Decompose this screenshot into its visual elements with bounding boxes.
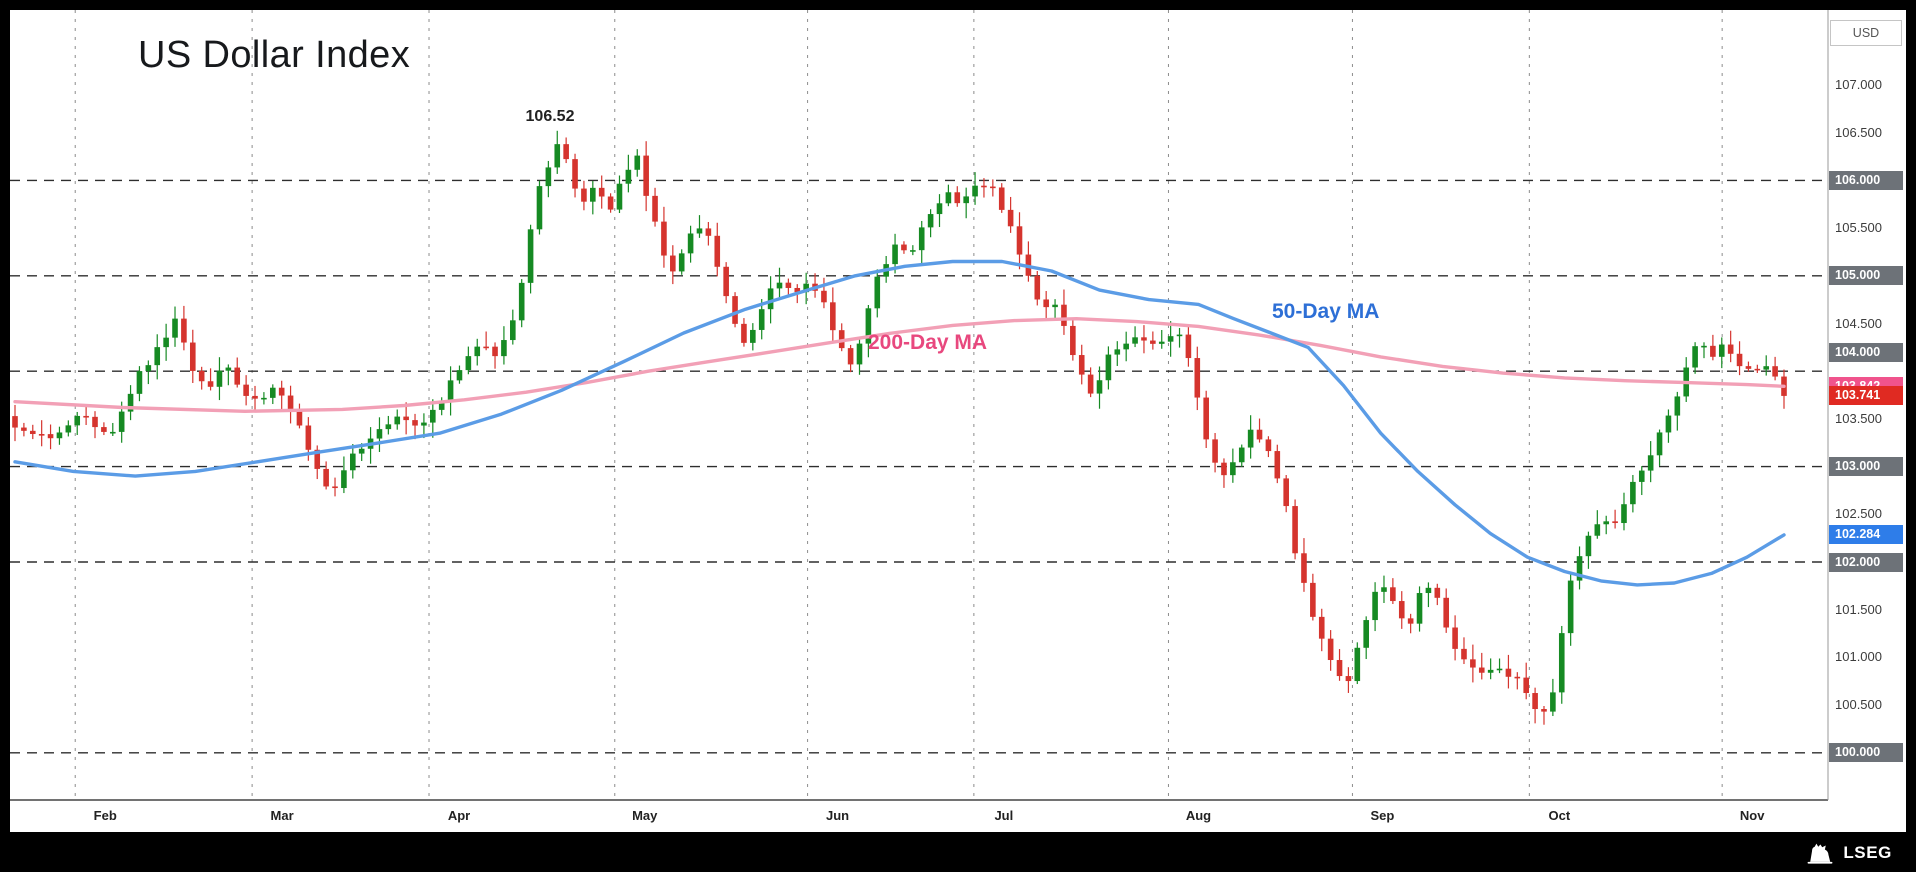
time-axis-label: Apr [447,808,471,823]
time-axis-label: Feb [93,808,117,823]
price-axis-label: 106.500 [1835,124,1882,140]
price-level-badge: 100.000 [1829,743,1903,763]
price-axis: 107.000 106.500 105.500 104.500 103.500 102.5… [1828,10,1906,832]
price-level-badge: 104.000 [1829,342,1903,362]
lseg-crest-icon [1807,843,1833,864]
time-axis-label: Jun [826,808,850,823]
time-axis-label: Nov [1739,808,1765,823]
price-axis-label: 103.500 [1835,410,1882,426]
time-axis-label: Mar [270,808,294,823]
price-axis-label: 105.500 [1835,220,1882,236]
price-axis-label: 102.500 [1835,506,1882,522]
lseg-wordmark: LSEG [1843,843,1892,862]
time-axis-label: Sep [1370,808,1395,823]
time-axis-label: Oct [1548,808,1571,823]
peak-price-annotation: 106.52 [525,108,575,125]
price-level-badge: 105.000 [1829,266,1903,286]
ma50-label: 50-Day MA [1272,300,1380,323]
last-price-badge: 103.741 [1829,386,1903,406]
ma200-label: 200-Day MA [868,331,988,354]
chart-title: US Dollar Index [138,34,411,76]
ma50-current-value-badge: 102.284 [1829,525,1903,545]
lseg-logo: LSEG [1804,841,1892,865]
price-axis-label: 100.500 [1835,697,1882,713]
time-axis-label: May [632,808,658,823]
currency-badge: USD [1830,20,1902,46]
price-level-badge: 102.000 [1829,552,1903,572]
price-axis-label: 107.000 [1835,77,1882,92]
price-level-badge: 106.000 [1829,170,1903,190]
price-level-badge: 103.000 [1829,457,1903,477]
time-axis-label: Aug [1185,808,1212,823]
price-axis-label: 101.500 [1835,601,1882,617]
price-axis-label: 101.000 [1835,649,1882,665]
price-axis-label: 104.500 [1835,315,1882,331]
time-axis-label: Jul [994,808,1014,823]
